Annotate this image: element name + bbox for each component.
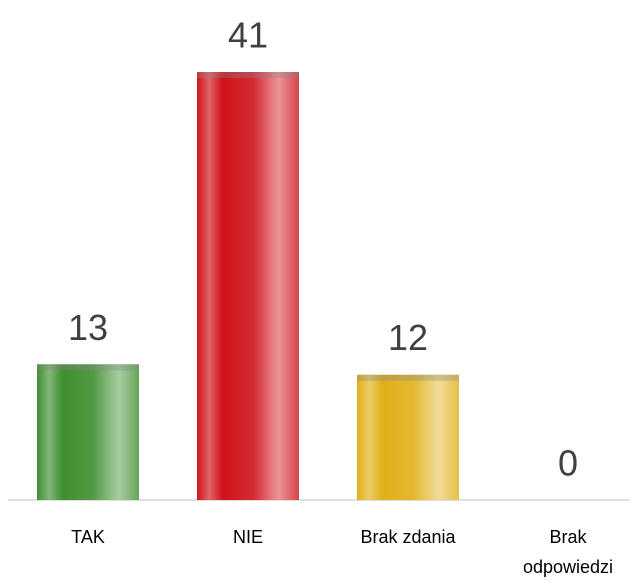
bar-shine [357,374,459,500]
bar-cap [37,364,139,371]
bar-cap [197,72,299,78]
x-tick-label: NIE [232,527,263,547]
x-tick-label: TAK [71,527,105,547]
x-tick-label: Brak odpowiedzi [522,527,614,577]
data-label: 12 [388,317,428,358]
data-label: 13 [68,307,108,348]
bar-shine [197,72,299,500]
x-tick-label: Brak zdania [360,527,456,547]
bar-shine [37,364,139,500]
data-label: 41 [228,15,268,56]
data-label: 0 [558,443,578,484]
bar-cap [357,374,459,381]
